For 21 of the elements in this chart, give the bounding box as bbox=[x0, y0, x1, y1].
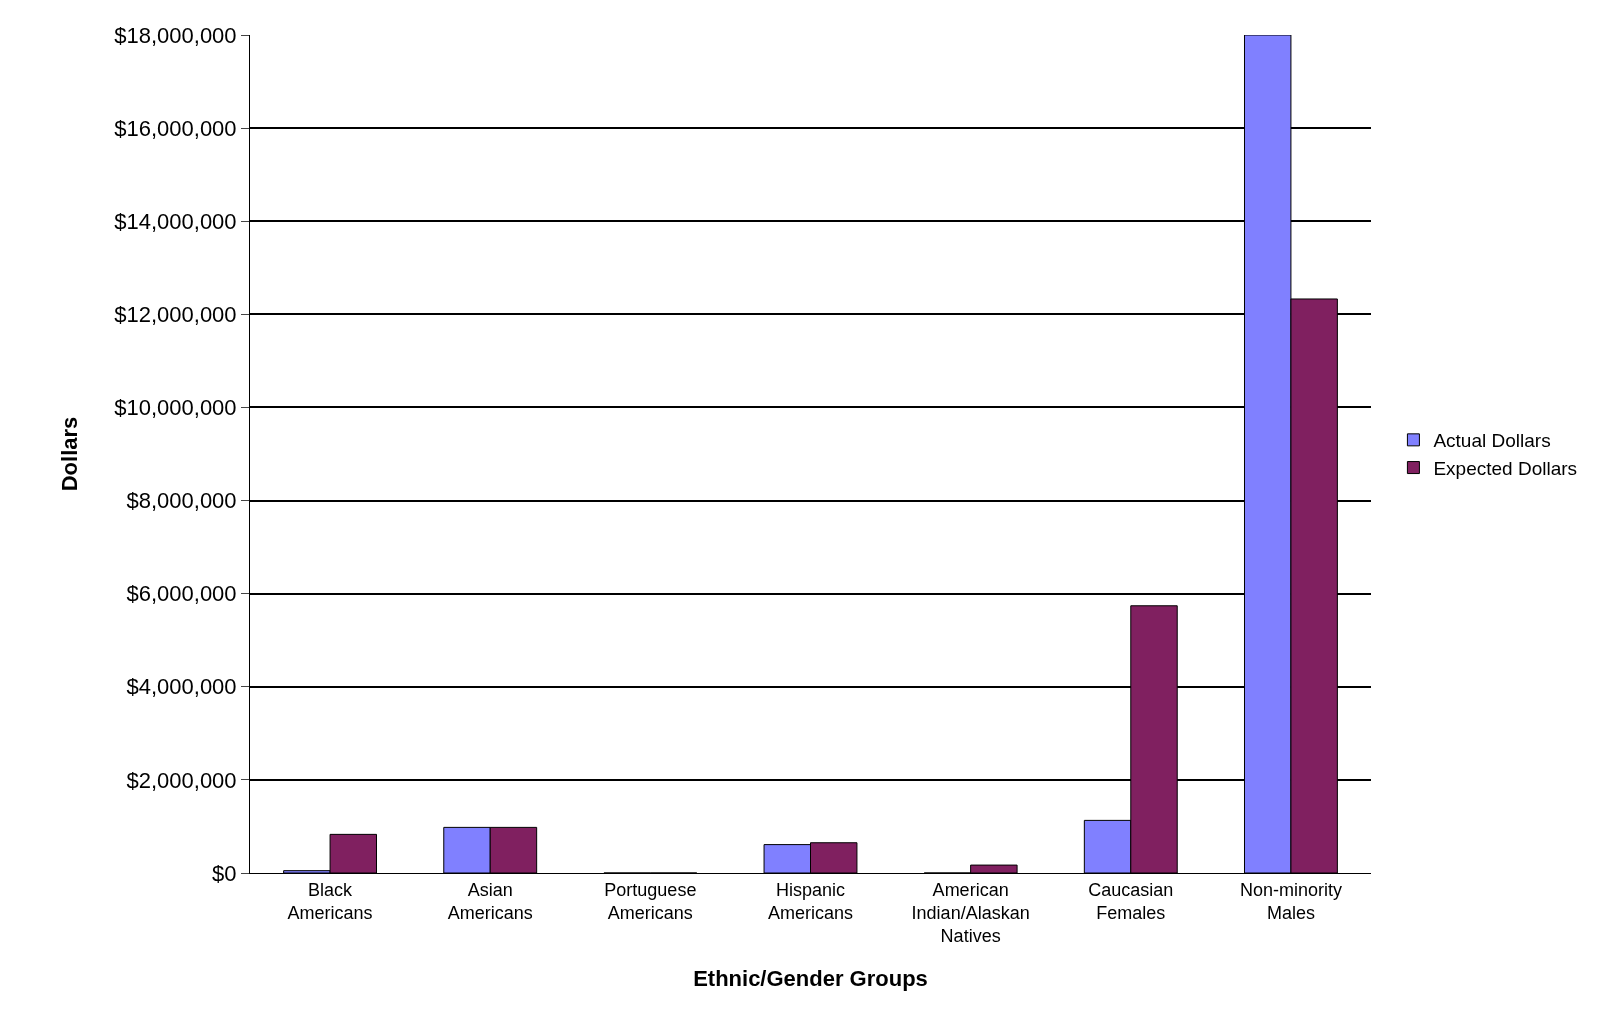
y-tick-label: $0 bbox=[212, 860, 237, 886]
x-tick-label: Black Americans bbox=[287, 879, 373, 923]
x-tick-label: American Indian/Alaskan Natives bbox=[911, 879, 1030, 947]
x-tick-label: Portuguese Americans bbox=[604, 879, 697, 923]
y-tick-label: $18,000,000 bbox=[114, 22, 237, 48]
x-tick-label: Asian Americans bbox=[447, 879, 533, 923]
y-tick-label: $12,000,000 bbox=[114, 302, 237, 328]
y-tick-label: $10,000,000 bbox=[114, 395, 237, 421]
y-tick-label: $8,000,000 bbox=[126, 488, 237, 514]
x-axis-title: Ethnic/Gender Groups bbox=[693, 966, 928, 992]
y-tick-label: $4,000,000 bbox=[126, 674, 237, 700]
y-axis-title: Dollars bbox=[57, 416, 83, 492]
y-tick-label: $6,000,000 bbox=[126, 581, 237, 607]
y-tick-label: $14,000,000 bbox=[114, 208, 237, 234]
y-tick-label: $16,000,000 bbox=[114, 115, 237, 141]
x-tick-label: Non-minority Males bbox=[1239, 879, 1342, 923]
x-tick-label: Caucasian Females bbox=[1088, 879, 1174, 923]
legend-label: Expected Dollars bbox=[1433, 457, 1578, 479]
x-tick-label: Hispanic Americans bbox=[767, 879, 854, 923]
y-tick-label: $2,000,000 bbox=[126, 767, 237, 793]
legend-label: Actual Dollars bbox=[1433, 430, 1551, 452]
